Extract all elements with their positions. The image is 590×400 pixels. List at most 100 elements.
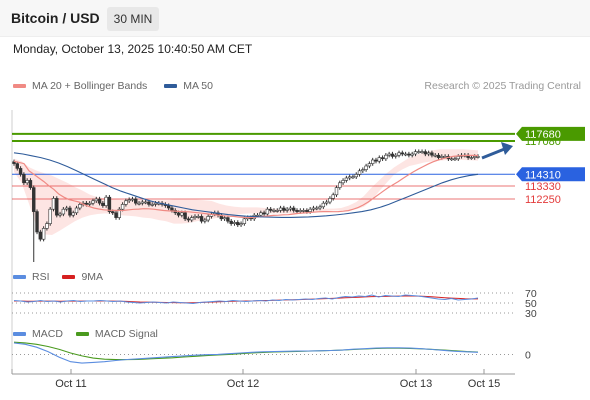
candle-body-40 [143, 201, 148, 204]
candle-body-54 [190, 217, 194, 221]
candle-body-75 [259, 212, 263, 216]
level-tag-0 [516, 126, 585, 141]
candle-body-50 [176, 212, 181, 216]
candle-body-5 [28, 180, 33, 188]
macd-signal-swatch [75, 332, 89, 337]
candle-body-121 [410, 153, 414, 156]
level-label-1: 117080 [525, 136, 561, 148]
candle-body-107 [364, 165, 368, 170]
rsi-legend: RSI 9MA [13, 271, 113, 283]
rsi-swatch [13, 275, 26, 280]
instrument-title: Bitcoin / USD [11, 10, 100, 26]
rsi-level-label-2: 30 [525, 308, 537, 320]
rsi-level-label-0: 70 [525, 288, 537, 300]
candle-body-135 [456, 156, 460, 160]
rsi-level-label-1: 50 [525, 298, 537, 310]
candle-body-32 [117, 208, 122, 218]
macd-signal-line [13, 341, 479, 361]
candle-body-114 [387, 153, 391, 156]
candle-body-85 [292, 207, 296, 211]
level-tag-2 [516, 167, 585, 182]
candle-body-82 [282, 207, 286, 211]
candle-body-18 [71, 212, 75, 216]
candle-body-115 [390, 153, 395, 157]
candle-body-15 [61, 208, 66, 215]
9ma-swatch [62, 275, 76, 280]
candle-body-51 [180, 212, 184, 216]
candle-body-38 [137, 202, 141, 205]
candle-body-3 [22, 174, 26, 184]
candle-body-117 [397, 152, 401, 156]
legend-label-9ma: 9MA [81, 271, 104, 283]
candle-body-56 [196, 216, 200, 218]
candle-body-78 [268, 208, 273, 211]
candle-body-25 [94, 198, 98, 202]
candle-body-112 [380, 157, 385, 160]
macd-legend: MACD MACD Signal [13, 328, 168, 340]
candle-body-37 [134, 198, 138, 204]
candle-body-20 [78, 204, 82, 209]
timeframe-button[interactable]: 30 MIN [107, 7, 159, 31]
candle-body-69 [239, 223, 243, 226]
candle-body-24 [91, 200, 95, 204]
candle-body-134 [453, 158, 457, 161]
candle-body-19 [74, 207, 79, 214]
candle-body-17 [68, 207, 72, 216]
candle-body-30 [111, 211, 115, 214]
candle-body-101 [344, 177, 349, 181]
candle-body-122 [413, 151, 418, 155]
legend-item-macd-signal: MACD Signal [75, 328, 158, 340]
candle-body-2 [18, 168, 23, 175]
candle-body-47 [166, 205, 171, 209]
candle-body-120 [407, 153, 411, 156]
level-label-3: 113330 [525, 181, 561, 193]
candle-body-84 [288, 207, 293, 210]
legend-label-ma20: MA 20 + Bollinger Bands [32, 80, 148, 92]
legend-label-macd: MACD [32, 328, 63, 340]
candle-body-99 [338, 182, 342, 188]
candle-body-4 [25, 180, 29, 184]
candle-body-74 [255, 214, 260, 217]
candle-body-76 [262, 212, 266, 215]
candle-body-133 [449, 158, 454, 161]
candle-body-67 [232, 222, 237, 224]
candle-body-110 [374, 159, 378, 162]
candle-body-57 [199, 216, 204, 222]
candle-body-36 [130, 198, 135, 201]
candle-body-64 [222, 217, 227, 220]
candle-body-103 [351, 176, 355, 179]
candle-body-111 [377, 157, 381, 162]
candle-body-35 [127, 199, 131, 202]
candle-body-93 [318, 206, 322, 209]
legend-item-macd: MACD [13, 328, 63, 340]
candle-body-128 [433, 154, 437, 157]
candle-body-106 [361, 169, 365, 172]
candle-body-0 [12, 161, 16, 164]
candle-body-127 [430, 152, 434, 156]
candle-body-90 [308, 208, 312, 212]
candle-body-140 [473, 156, 477, 158]
macd-line [13, 342, 479, 364]
candle-body-91 [311, 207, 316, 210]
candle-body-104 [354, 174, 358, 178]
ma20-line [13, 154, 479, 219]
candle-body-123 [417, 151, 421, 153]
candle-body-109 [370, 159, 375, 164]
legend-item-ma20: MA 20 + Bollinger Bands [13, 80, 147, 92]
macd-swatch [13, 332, 26, 337]
candle-body-29 [107, 196, 112, 212]
legend-label-rsi: RSI [32, 271, 50, 283]
candle-body-124 [420, 151, 424, 153]
candle-body-102 [347, 176, 352, 179]
ma50-line [13, 152, 479, 218]
candle-body-89 [305, 210, 309, 212]
candle-body-1 [15, 163, 19, 169]
main-legend: MA 20 + Bollinger Bands MA 50 [13, 80, 227, 92]
trend-arrow-head [501, 142, 513, 155]
candle-body-125 [423, 151, 428, 155]
chart-datetime: Monday, October 13, 2025 10:40:50 AM CET [13, 42, 253, 56]
level-label-0: 117680 [525, 129, 561, 141]
candle-body-80 [275, 210, 279, 212]
candle-body-97 [331, 194, 335, 199]
